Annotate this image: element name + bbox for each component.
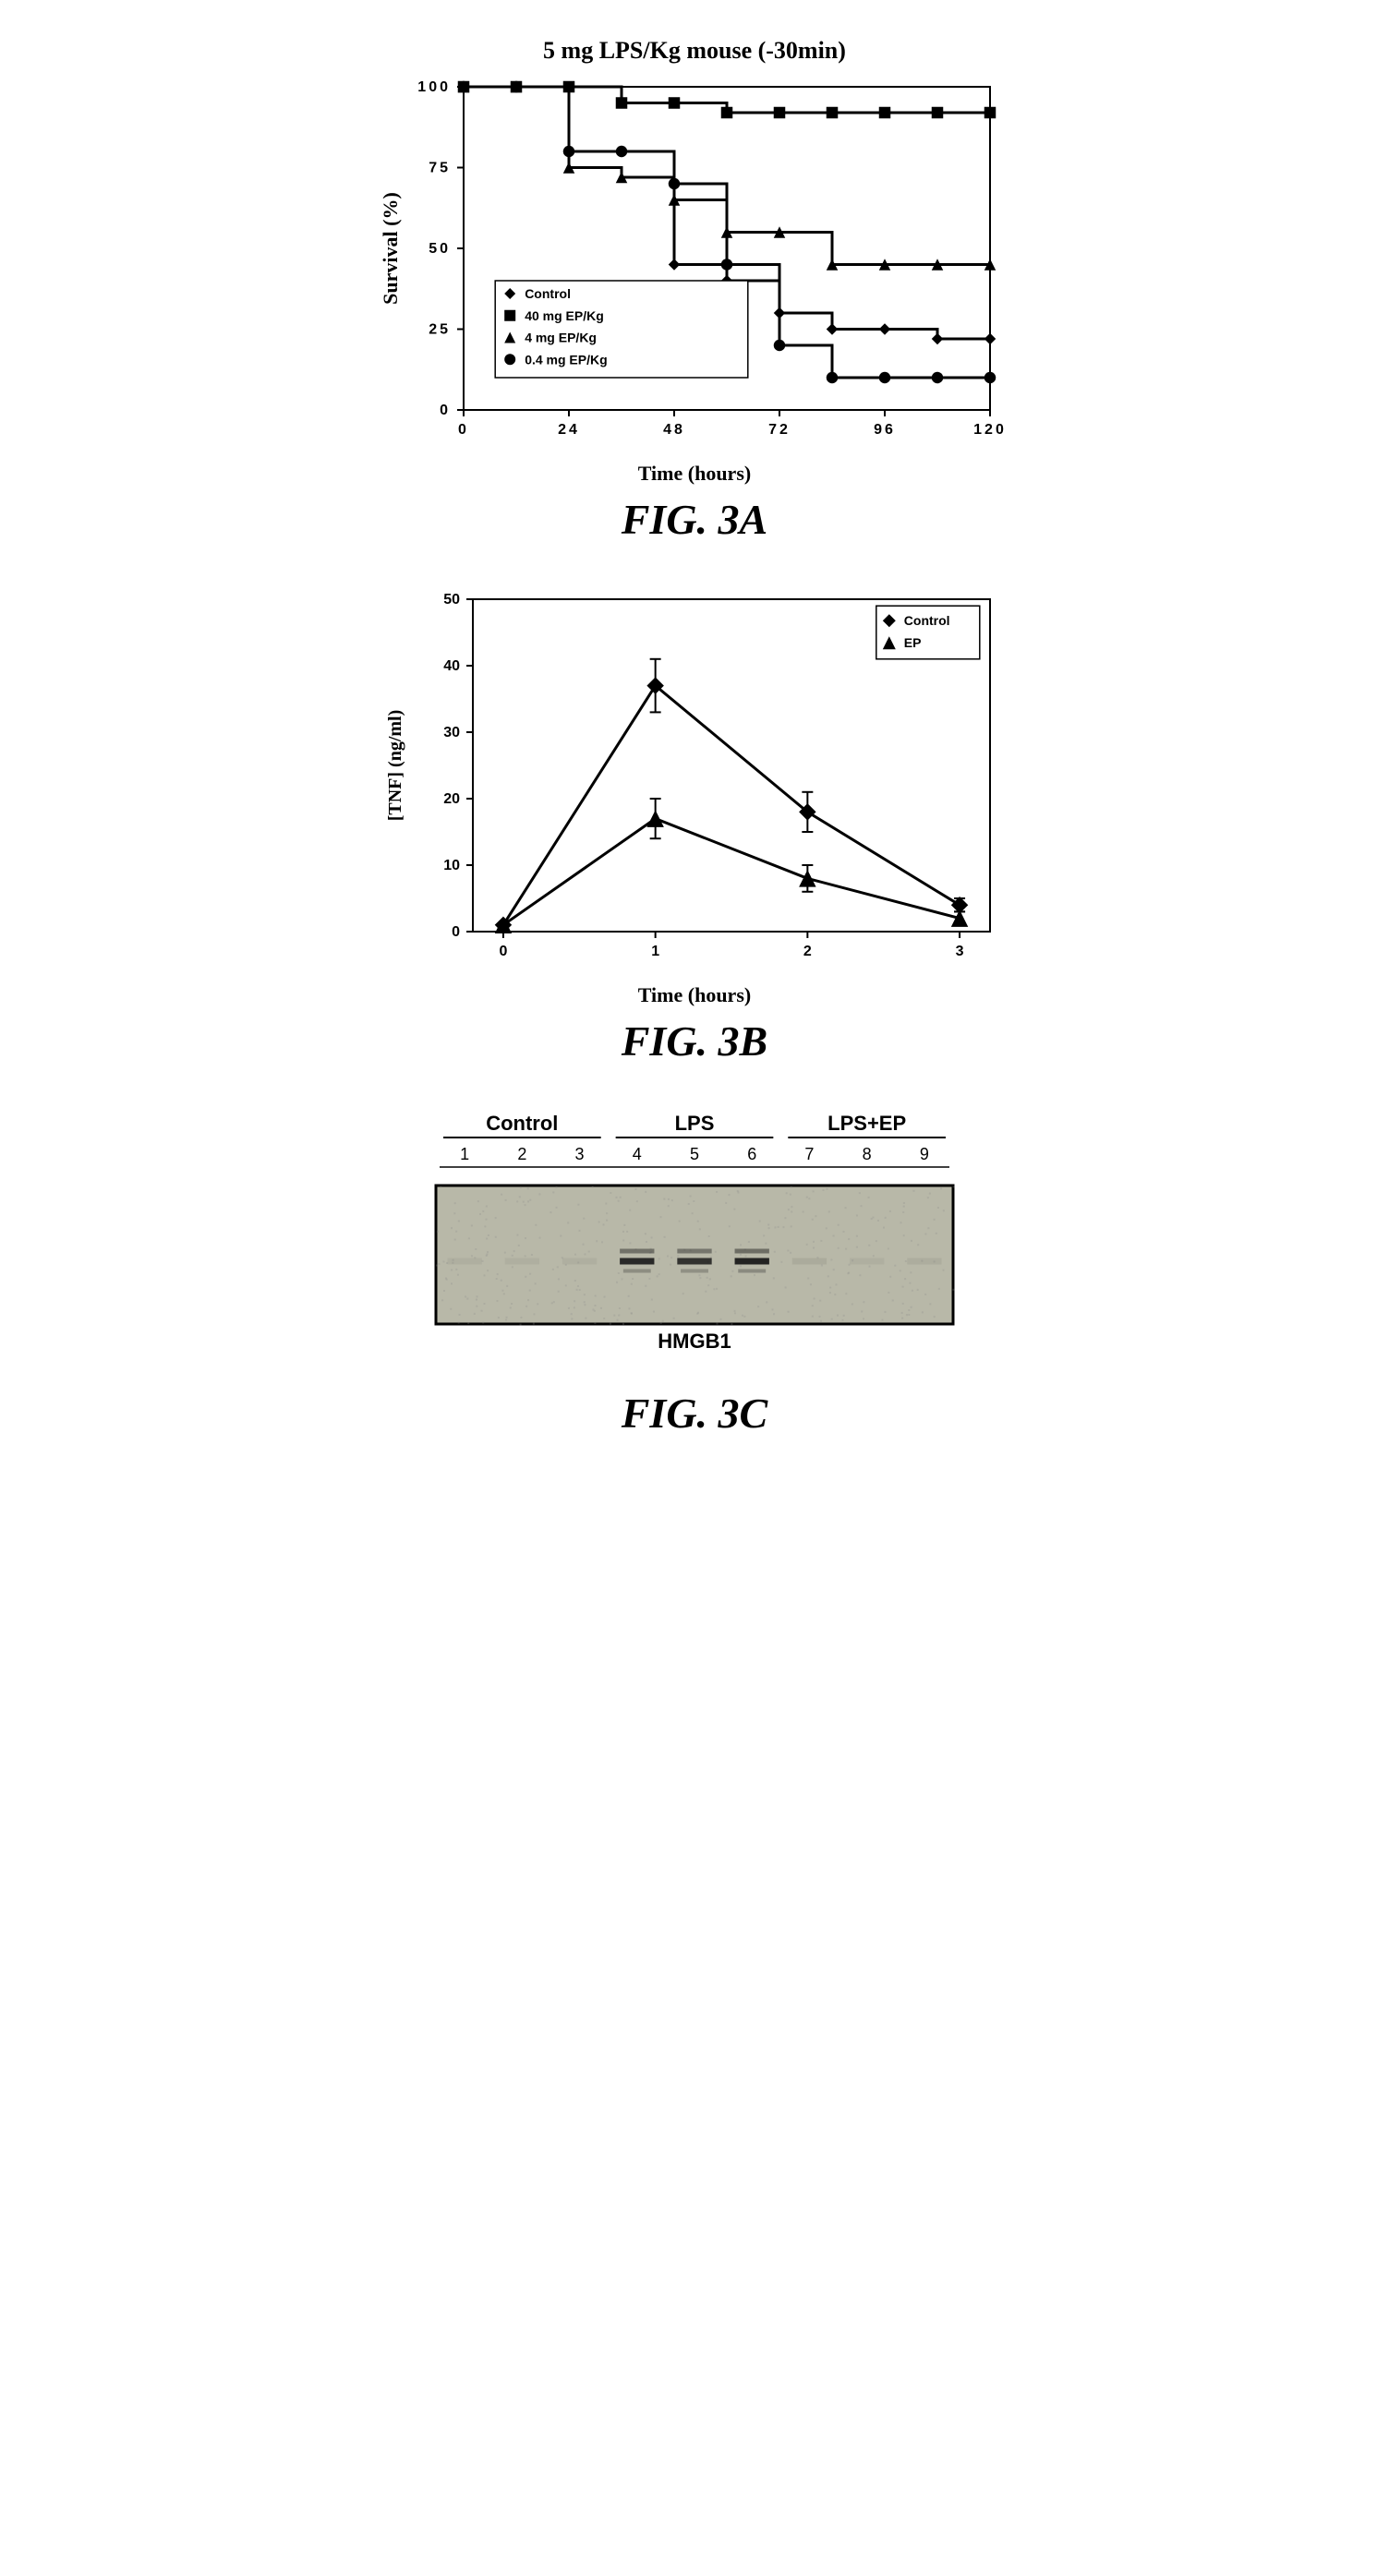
svg-text:10: 10 [443,858,460,873]
panel-fig-b: 012301020304050[TNF] (ng/ml)ControlEP Ti… [371,581,1018,1065]
svg-text:LPS+EP: LPS+EP [827,1112,906,1135]
svg-text:2: 2 [517,1145,526,1163]
fig-c-blot: Control 1 2 3 LPS 4 5 6 LPS+EP 7 8 9 HMGB1 [371,1102,1018,1379]
svg-text:2: 2 [803,944,812,959]
svg-text:LPS: LPS [675,1112,715,1135]
svg-text:Control: Control [486,1112,558,1135]
svg-text:7: 7 [804,1145,814,1163]
svg-text:75: 75 [429,161,451,176]
svg-text:9: 9 [920,1145,929,1163]
fig-b-xlabel: Time (hours) [638,983,751,1007]
svg-text:3: 3 [956,944,964,959]
svg-text:HMGB1: HMGB1 [658,1330,731,1353]
fig-b-chart: 012301020304050[TNF] (ng/ml)ControlEP [371,581,1018,978]
panel-fig-a: 5 mg LPS/Kg mouse (-30min) 0244872961200… [371,37,1018,544]
fig-a-title: 5 mg LPS/Kg mouse (-30min) [543,37,846,65]
svg-text:0.4 mg EP/Kg: 0.4 mg EP/Kg [525,352,607,367]
svg-text:96: 96 [874,422,896,438]
fig-a-caption: FIG. 3A [622,495,767,544]
svg-text:40: 40 [443,658,460,674]
fig-a-xlabel: Time (hours) [638,462,751,486]
svg-text:8: 8 [863,1145,872,1163]
svg-text:0: 0 [452,924,460,940]
svg-text:72: 72 [768,422,791,438]
svg-text:0: 0 [458,422,469,438]
fig-b-caption: FIG. 3B [622,1017,767,1065]
svg-text:40 mg EP/Kg: 40 mg EP/Kg [525,308,604,323]
svg-text:0: 0 [499,944,507,959]
svg-text:48: 48 [663,422,685,438]
svg-text:1: 1 [460,1145,469,1163]
svg-text:120: 120 [973,422,1007,438]
svg-text:EP: EP [904,635,922,650]
svg-text:1: 1 [651,944,659,959]
svg-text:4: 4 [633,1145,642,1163]
svg-text:Control: Control [904,613,950,628]
svg-text:24: 24 [558,422,580,438]
svg-text:5: 5 [690,1145,699,1163]
svg-text:[TNF] (ng/ml): [TNF] (ng/ml) [385,710,405,822]
svg-text:50: 50 [443,592,460,608]
svg-text:0: 0 [440,403,451,418]
fig-c-caption: FIG. 3C [622,1389,767,1438]
svg-text:100: 100 [417,79,451,95]
svg-text:Control: Control [525,286,571,301]
svg-text:20: 20 [443,791,460,807]
panel-fig-c: Control 1 2 3 LPS 4 5 6 LPS+EP 7 8 9 HMGB1 FIG. 3C [371,1102,1018,1438]
svg-text:Survival (%): Survival (%) [379,192,402,305]
svg-text:3: 3 [575,1145,585,1163]
svg-text:30: 30 [443,725,460,740]
svg-text:50: 50 [429,241,451,257]
svg-text:6: 6 [747,1145,756,1163]
fig-a-chart: 0 24 48 72 96 120 0 25 50 75 100 Survival (%) Contro… [371,68,1018,456]
svg-text:25: 25 [429,322,451,338]
svg-text:4 mg EP/Kg: 4 mg EP/Kg [525,331,597,345]
